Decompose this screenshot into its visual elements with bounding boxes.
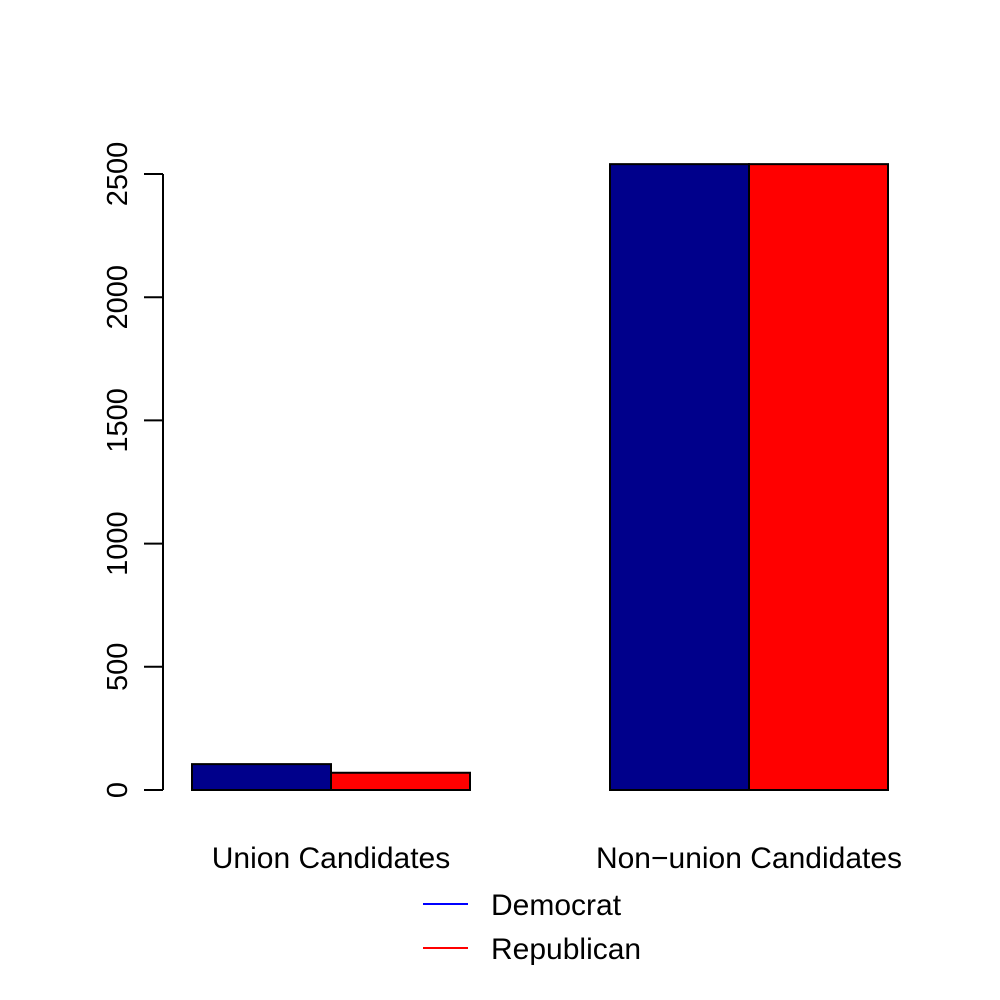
y-axis: 0 500 1000 1500 2000 2500 xyxy=(102,142,164,798)
y-tick-label: 1000 xyxy=(102,511,134,576)
legend-label-democrat: Democrat xyxy=(491,889,622,922)
bar-republican-1 xyxy=(748,163,889,792)
bars-group xyxy=(191,163,889,792)
category-label: Non−union Candidates xyxy=(596,842,902,875)
y-tick-label: 2500 xyxy=(102,142,134,207)
legend-label-republican: Republican xyxy=(491,933,641,966)
y-tick-label: 0 xyxy=(102,782,134,798)
category-labels: Union Candidates Non−union Candidates xyxy=(212,842,902,875)
y-tick-label: 500 xyxy=(102,643,134,691)
bar-republican-0 xyxy=(330,771,471,792)
y-tick-label: 1500 xyxy=(102,388,134,453)
category-label: Union Candidates xyxy=(212,842,451,875)
y-tick-label: 2000 xyxy=(102,265,134,330)
legend: Democrat Republican xyxy=(423,889,641,966)
bar-democrat-0 xyxy=(191,763,332,791)
bar-democrat-1 xyxy=(609,163,750,792)
